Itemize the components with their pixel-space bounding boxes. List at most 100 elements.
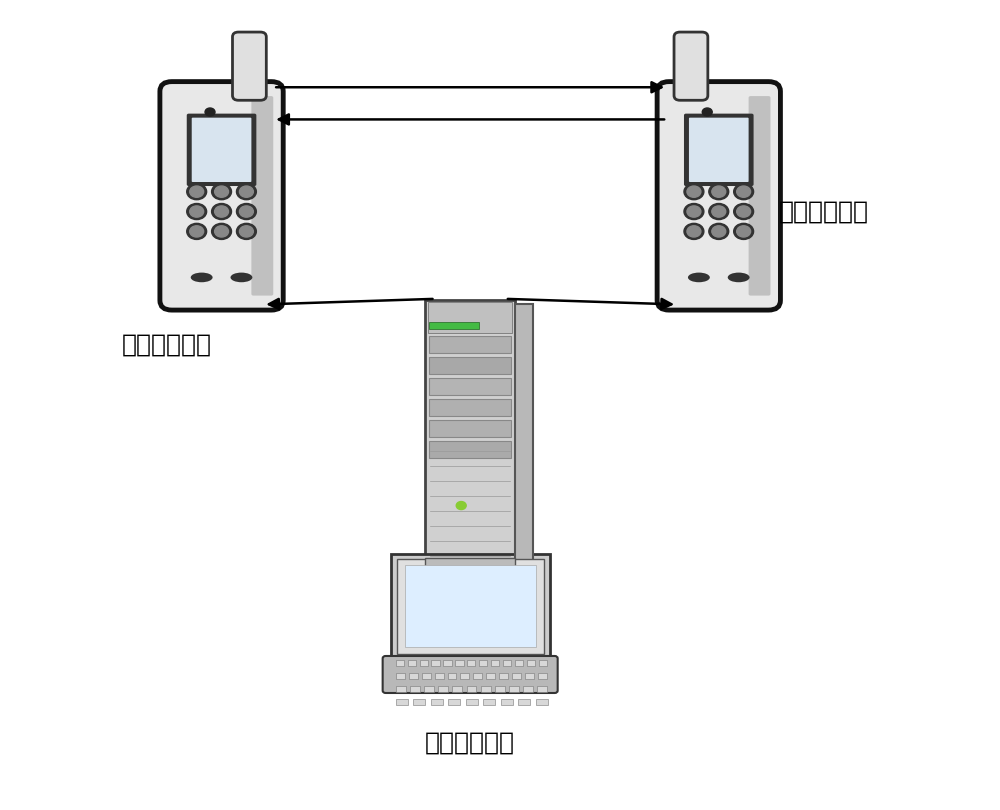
Circle shape (709, 184, 729, 200)
FancyBboxPatch shape (448, 673, 456, 679)
Circle shape (709, 203, 729, 220)
FancyBboxPatch shape (397, 559, 544, 654)
Circle shape (734, 184, 754, 200)
FancyBboxPatch shape (499, 673, 508, 679)
FancyBboxPatch shape (413, 699, 425, 705)
FancyBboxPatch shape (187, 113, 256, 186)
FancyBboxPatch shape (429, 377, 511, 395)
Circle shape (702, 108, 712, 116)
Circle shape (212, 224, 232, 240)
Circle shape (205, 108, 215, 116)
FancyBboxPatch shape (473, 673, 482, 679)
Circle shape (212, 203, 232, 220)
FancyBboxPatch shape (429, 420, 511, 437)
FancyBboxPatch shape (396, 660, 404, 666)
Circle shape (687, 206, 701, 217)
FancyBboxPatch shape (467, 660, 475, 666)
FancyBboxPatch shape (429, 441, 511, 458)
FancyBboxPatch shape (515, 305, 533, 570)
Circle shape (190, 226, 204, 237)
Ellipse shape (688, 273, 710, 282)
Circle shape (187, 203, 207, 220)
FancyBboxPatch shape (657, 82, 780, 310)
Circle shape (187, 224, 207, 240)
Circle shape (190, 186, 204, 198)
Circle shape (215, 226, 229, 237)
FancyBboxPatch shape (422, 673, 431, 679)
Circle shape (687, 226, 701, 237)
Circle shape (684, 184, 704, 200)
Circle shape (456, 501, 466, 509)
FancyBboxPatch shape (443, 660, 452, 666)
FancyBboxPatch shape (536, 699, 548, 705)
FancyBboxPatch shape (425, 301, 515, 574)
FancyBboxPatch shape (455, 660, 464, 666)
FancyBboxPatch shape (448, 699, 460, 705)
Circle shape (215, 206, 229, 217)
Text: 服务器: 服务器 (448, 610, 493, 634)
Circle shape (684, 203, 704, 220)
FancyBboxPatch shape (674, 32, 708, 100)
Circle shape (737, 186, 751, 198)
FancyBboxPatch shape (232, 32, 266, 100)
Ellipse shape (191, 273, 213, 282)
Circle shape (236, 224, 256, 240)
FancyBboxPatch shape (483, 699, 495, 705)
Ellipse shape (728, 273, 750, 282)
Text: 第三用户终端: 第三用户终端 (425, 731, 515, 755)
Circle shape (236, 203, 256, 220)
Circle shape (687, 186, 701, 198)
FancyBboxPatch shape (396, 699, 408, 705)
FancyBboxPatch shape (509, 686, 519, 692)
FancyBboxPatch shape (383, 656, 558, 693)
FancyBboxPatch shape (486, 673, 495, 679)
Circle shape (187, 184, 207, 200)
FancyBboxPatch shape (251, 96, 273, 296)
FancyBboxPatch shape (429, 322, 479, 329)
FancyBboxPatch shape (481, 686, 491, 692)
FancyBboxPatch shape (396, 686, 406, 692)
FancyBboxPatch shape (495, 686, 505, 692)
FancyBboxPatch shape (396, 673, 405, 679)
Circle shape (190, 206, 204, 217)
FancyBboxPatch shape (424, 686, 434, 692)
FancyBboxPatch shape (467, 686, 476, 692)
FancyBboxPatch shape (408, 660, 416, 666)
FancyBboxPatch shape (435, 673, 444, 679)
Circle shape (236, 184, 256, 200)
FancyBboxPatch shape (537, 686, 547, 692)
FancyBboxPatch shape (512, 673, 521, 679)
FancyBboxPatch shape (192, 117, 251, 182)
FancyBboxPatch shape (431, 699, 443, 705)
FancyBboxPatch shape (479, 660, 487, 666)
Circle shape (712, 206, 726, 217)
FancyBboxPatch shape (160, 82, 283, 310)
Circle shape (239, 206, 253, 217)
FancyBboxPatch shape (518, 699, 530, 705)
Circle shape (734, 224, 754, 240)
FancyBboxPatch shape (491, 660, 499, 666)
Circle shape (684, 224, 704, 240)
FancyBboxPatch shape (539, 660, 547, 666)
Circle shape (212, 184, 232, 200)
Circle shape (239, 186, 253, 198)
FancyBboxPatch shape (460, 673, 469, 679)
FancyBboxPatch shape (425, 557, 515, 574)
FancyBboxPatch shape (438, 686, 448, 692)
FancyBboxPatch shape (515, 660, 523, 666)
Circle shape (239, 226, 253, 237)
Circle shape (737, 226, 751, 237)
FancyBboxPatch shape (689, 117, 749, 182)
FancyBboxPatch shape (684, 113, 754, 186)
FancyBboxPatch shape (466, 699, 478, 705)
FancyBboxPatch shape (420, 660, 428, 666)
Ellipse shape (231, 273, 252, 282)
FancyBboxPatch shape (525, 673, 534, 679)
FancyBboxPatch shape (429, 335, 511, 353)
FancyBboxPatch shape (527, 660, 535, 666)
FancyBboxPatch shape (405, 565, 536, 647)
FancyBboxPatch shape (410, 686, 420, 692)
FancyBboxPatch shape (391, 554, 550, 659)
FancyBboxPatch shape (749, 96, 770, 296)
Circle shape (737, 206, 751, 217)
